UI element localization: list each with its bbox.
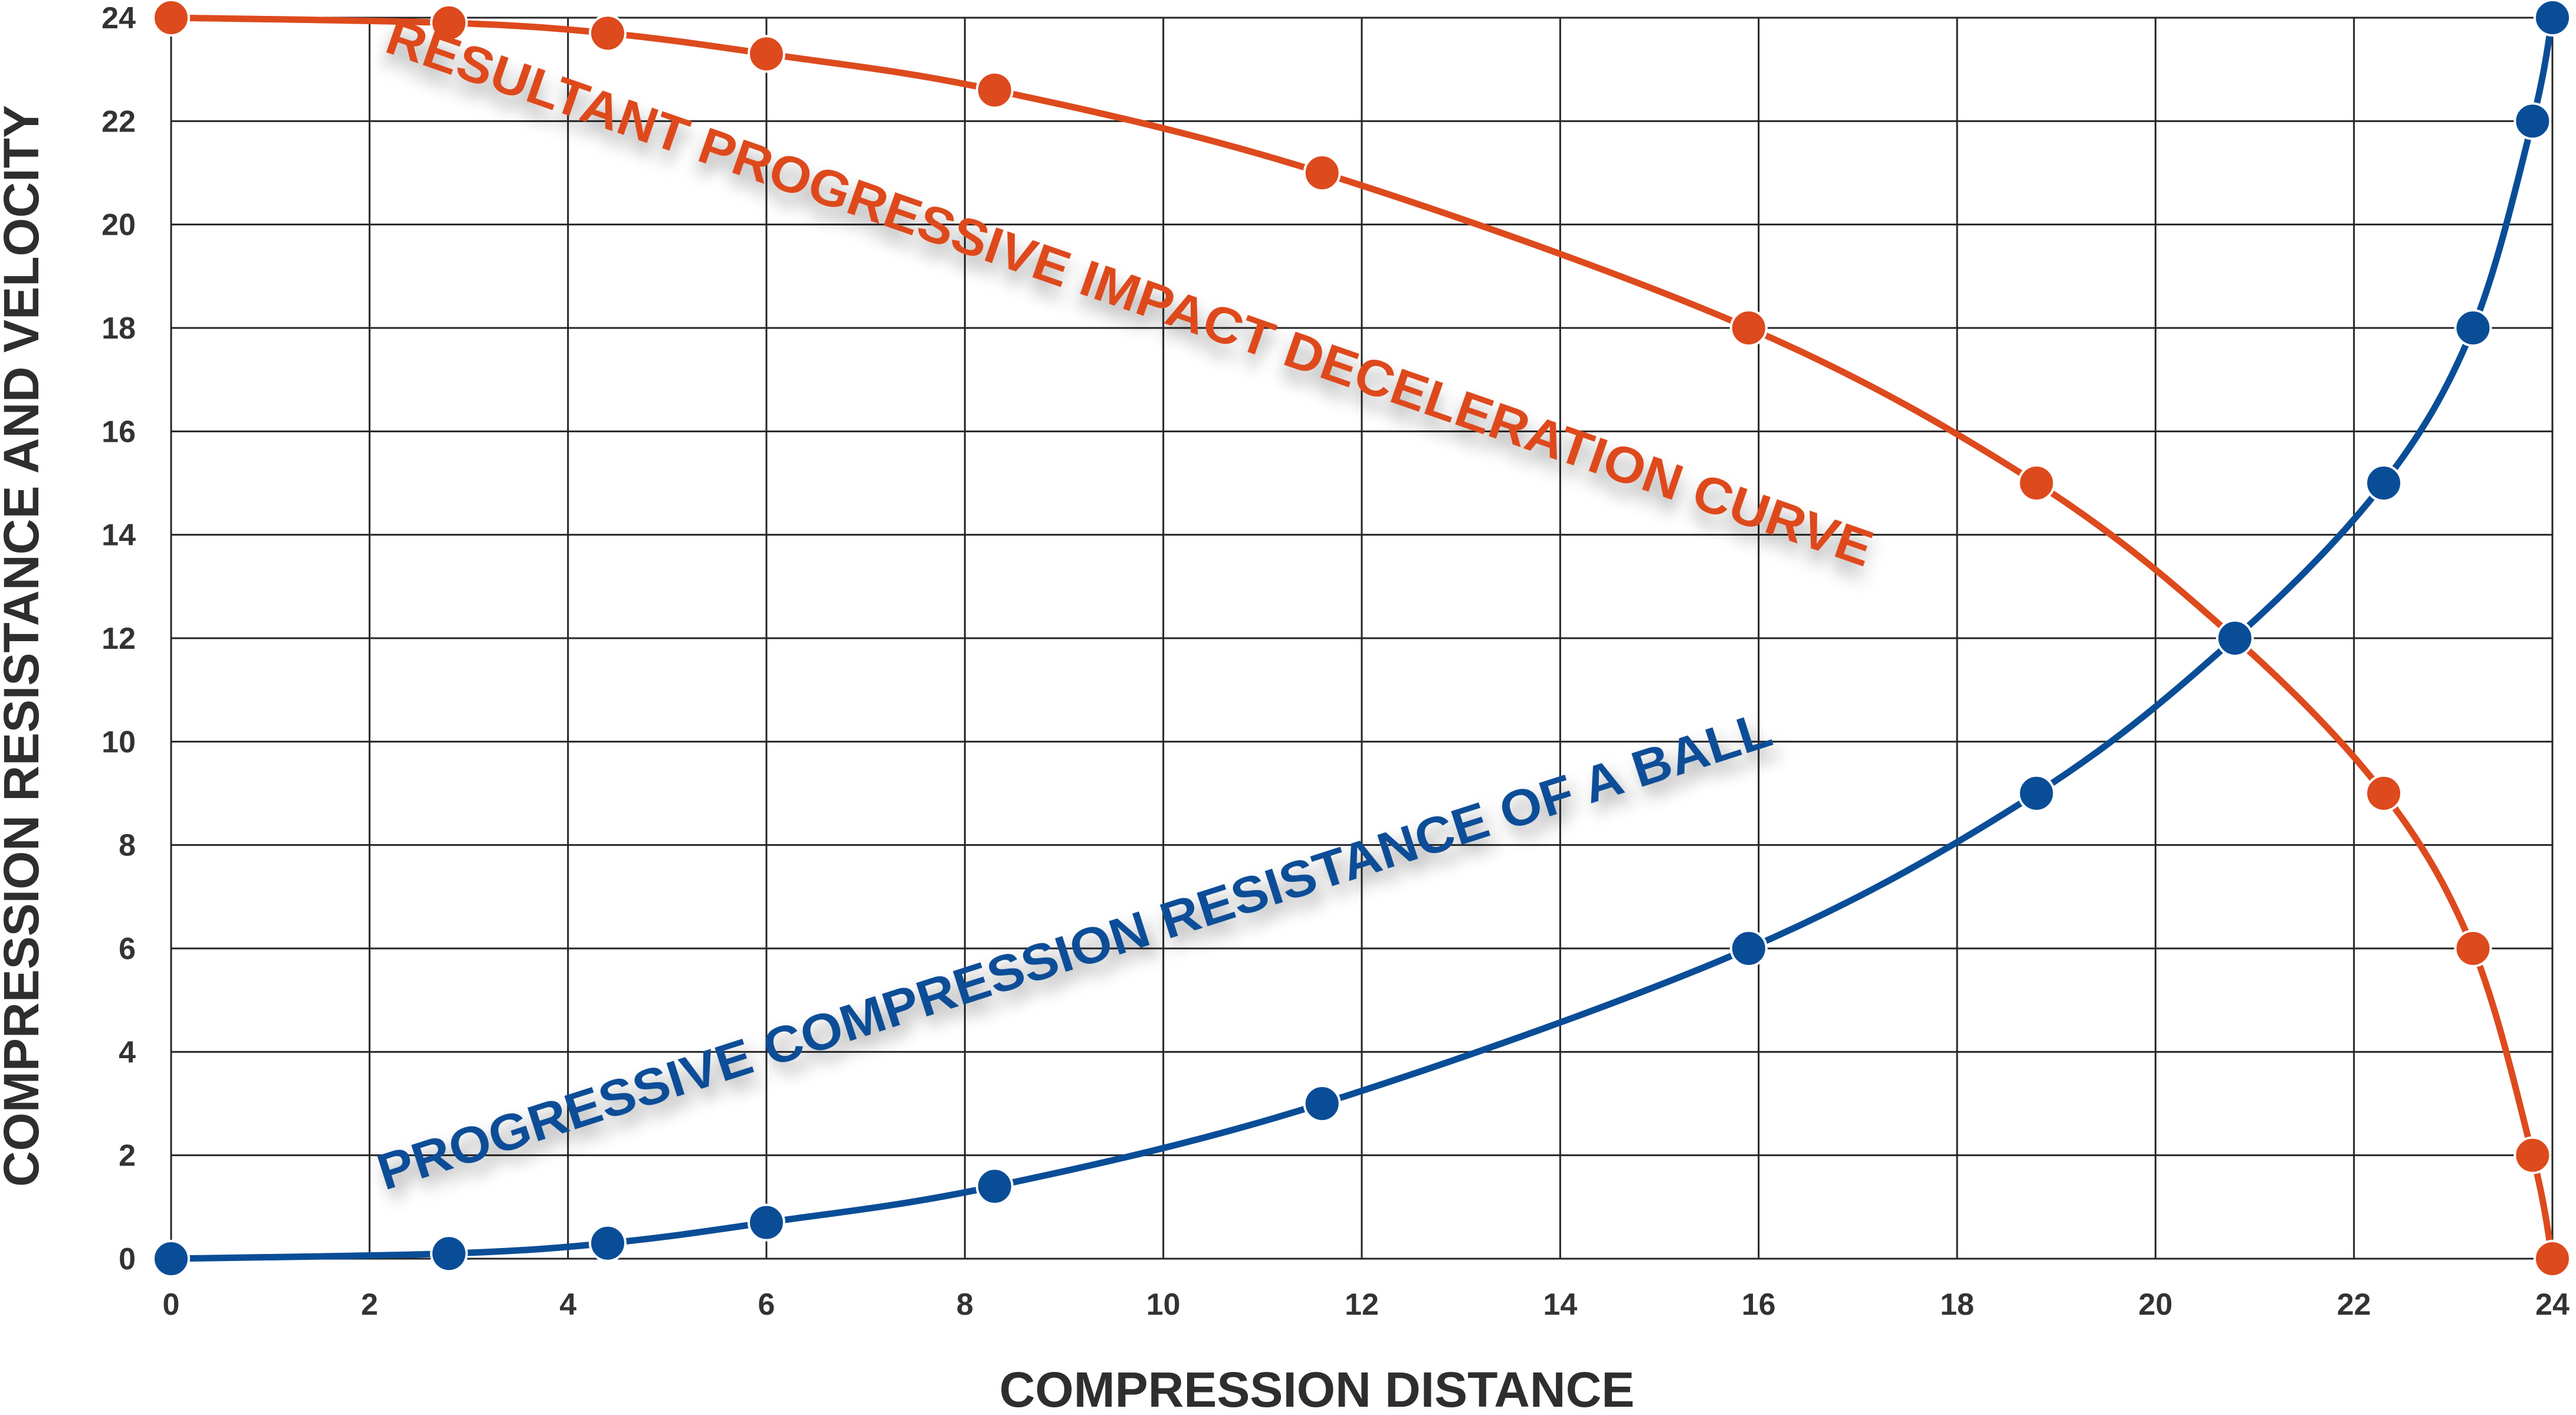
- x-tick-label-3: 6: [758, 1288, 775, 1322]
- deceleration-point-12: [2534, 1240, 2571, 1278]
- deceleration-point-3: [748, 35, 785, 73]
- y-tick-label-4: 8: [119, 829, 136, 863]
- resistance-point-9: [2365, 464, 2403, 502]
- x-tick-label-10: 20: [2138, 1288, 2172, 1322]
- deceleration-point-4: [975, 71, 1014, 109]
- resistance-point-11: [2513, 102, 2552, 140]
- y-tick-label-2: 4: [119, 1035, 136, 1069]
- y-tick-label-0: 0: [119, 1242, 136, 1276]
- x-tick-label-1: 2: [361, 1288, 378, 1322]
- y-tick-label-5: 10: [101, 725, 136, 759]
- grid: [170, 17, 2554, 1260]
- series-points: [152, 0, 2571, 1278]
- y-axis-label: COMPRESSION RESISTANCE AND VELOCITY: [0, 105, 49, 1187]
- deceleration-point-0: [152, 0, 190, 37]
- deceleration-point-9: [2365, 774, 2403, 812]
- deceleration-point-7: [2017, 464, 2056, 502]
- y-tick-label-12: 24: [101, 1, 136, 35]
- y-tick-label-11: 22: [101, 104, 136, 139]
- x-tick-label-0: 0: [163, 1288, 180, 1322]
- deceleration-point-10: [2454, 930, 2492, 967]
- x-tick-label-8: 16: [1742, 1288, 1776, 1322]
- resistance-point-12: [2534, 0, 2571, 37]
- deceleration-point-5: [1303, 154, 1341, 192]
- resistance-point-3: [748, 1203, 785, 1242]
- x-axis-label: COMPRESSION DISTANCE: [999, 1362, 1635, 1415]
- deceleration-point-2: [588, 14, 627, 52]
- y-tick-label-1: 2: [119, 1139, 136, 1173]
- resistance-point-1: [430, 1235, 468, 1273]
- x-tick-label-2: 4: [559, 1288, 576, 1322]
- y-tick-label-3: 6: [119, 932, 136, 966]
- deceleration-point-6: [1729, 309, 1768, 347]
- x-tick-label-9: 18: [1940, 1288, 1974, 1322]
- y-tick-label-9: 18: [101, 311, 136, 346]
- resistance-curve-label: PROGRESSIVE COMPRESSION RESISTANCE OF A …: [371, 701, 1778, 1201]
- x-tick-label-11: 22: [2337, 1288, 2371, 1322]
- y-tick-label-7: 14: [101, 518, 136, 553]
- resistance-point-7: [2017, 774, 2056, 812]
- y-tick-label-10: 20: [101, 208, 136, 242]
- x-tick-label-4: 8: [956, 1288, 974, 1322]
- resistance-point-10: [2454, 309, 2492, 347]
- y-tick-label-8: 16: [101, 415, 136, 449]
- x-tick-label-7: 14: [1543, 1288, 1577, 1322]
- series-labels: RESULTANT PROGRESSIVE IMPACT DECELERATIO…: [371, 8, 1880, 1201]
- resistance-point-8: [2216, 619, 2254, 657]
- resistance-point-2: [588, 1224, 627, 1262]
- x-tick-label-5: 10: [1146, 1288, 1181, 1322]
- deceleration-point-1: [430, 4, 468, 42]
- tick-labels: 0 2 4 6 8 10 12 14 16 18 20 22 240246810121416182022…: [101, 1, 2570, 1322]
- resistance-point-5: [1303, 1085, 1341, 1122]
- x-tick-label-12: 24: [2535, 1288, 2570, 1322]
- deceleration-point-11: [2513, 1136, 2552, 1174]
- resistance-point-6: [1729, 930, 1768, 967]
- y-tick-label-6: 12: [101, 622, 136, 656]
- resistance-point-4: [975, 1167, 1014, 1206]
- resistance-point-0: [152, 1240, 190, 1278]
- x-tick-label-6: 12: [1345, 1288, 1379, 1322]
